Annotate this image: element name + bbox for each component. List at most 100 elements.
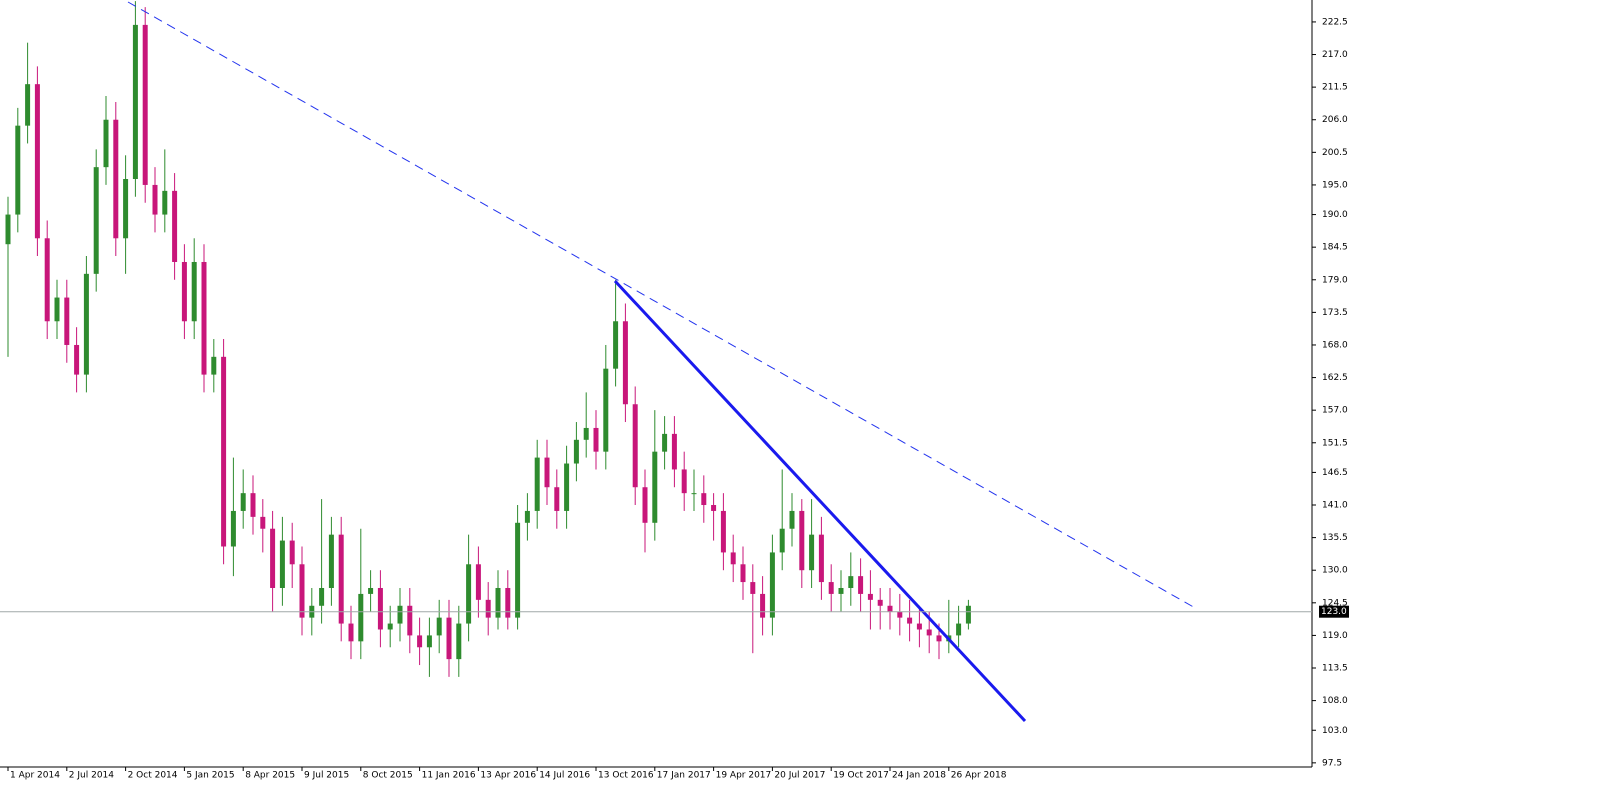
y-tick-label: 200.5: [1322, 148, 1348, 158]
candle-body: [162, 190, 168, 215]
candle-body: [446, 617, 452, 660]
trend-line-dashed: [127, 1, 1198, 610]
candle-body: [299, 564, 305, 618]
x-tick-label: 8 Apr 2015: [245, 771, 295, 781]
candle-body: [230, 510, 236, 547]
candle-body: [181, 261, 187, 322]
candle-body: [289, 540, 295, 565]
candle-body: [926, 629, 932, 636]
y-tick-label: 168.0: [1322, 340, 1348, 350]
candle-body: [270, 528, 276, 588]
candle-body: [809, 534, 815, 571]
candle-body: [662, 433, 668, 452]
candle-body: [505, 587, 511, 618]
y-tick-label: 190.0: [1322, 210, 1348, 220]
candle-body: [828, 582, 834, 594]
candle-body: [858, 576, 864, 594]
candle-body: [368, 587, 374, 594]
y-tick-label: 211.5: [1322, 83, 1348, 93]
candle-body: [407, 605, 413, 636]
candle-body: [730, 552, 736, 565]
candle-body: [652, 451, 658, 523]
candle-body: [260, 516, 266, 529]
candle-body: [475, 564, 481, 600]
x-tick-label: 17 Jan 2017: [657, 771, 711, 781]
candle-body: [515, 522, 521, 618]
candle-body: [691, 493, 697, 495]
y-tick-label: 141.0: [1322, 501, 1348, 511]
y-tick-label: 124.5: [1322, 598, 1348, 608]
candle-body: [5, 214, 11, 245]
candle-body: [936, 635, 942, 642]
x-tick-label: 1 Apr 2014: [10, 771, 60, 781]
y-tick-label: 108.0: [1322, 696, 1348, 706]
x-tick-label: 19 Oct 2017: [833, 771, 889, 781]
candle-body: [456, 623, 462, 660]
x-tick-label: 13 Oct 2016: [598, 771, 654, 781]
candle-body: [54, 297, 60, 322]
candle-body: [417, 635, 423, 648]
candle-body: [211, 356, 217, 375]
candle-body: [201, 261, 207, 375]
candle-body: [750, 582, 756, 594]
candle-body: [426, 635, 432, 648]
candle-body: [544, 457, 550, 488]
candle-body: [848, 576, 854, 588]
candle-body: [907, 617, 913, 624]
candle-body: [172, 190, 178, 262]
y-tick-label: 146.5: [1322, 468, 1348, 478]
x-tick-label: 8 Oct 2015: [363, 771, 413, 781]
candle-body: [720, 510, 726, 553]
candle-body: [573, 439, 579, 464]
candles: [5, 1, 971, 677]
candle-body: [564, 463, 570, 511]
candle-body: [466, 564, 472, 624]
candle-body: [760, 593, 766, 618]
candle-body: [593, 427, 599, 452]
candle-body: [554, 487, 560, 511]
y-tick-label: 97.5: [1322, 758, 1342, 768]
candle-body: [338, 534, 344, 624]
candle-body: [103, 119, 109, 168]
candle-body: [132, 24, 138, 180]
candle-body: [916, 623, 922, 630]
x-tick-label: 26 Apr 2018: [951, 771, 1007, 781]
candle-body: [603, 368, 609, 452]
candle-body: [240, 493, 246, 511]
x-tick-label: 14 Jul 2016: [539, 771, 590, 781]
candle-body: [83, 273, 89, 375]
candle-body: [25, 84, 31, 126]
candle-body: [965, 605, 971, 624]
y-tick-label: 157.0: [1322, 406, 1348, 416]
candle-body: [681, 469, 687, 494]
candle-body: [279, 540, 285, 588]
y-tick-label: 130.0: [1322, 566, 1348, 576]
candle-body: [328, 534, 334, 588]
candle-body: [838, 587, 844, 594]
candle-body: [485, 599, 491, 618]
y-tick-label: 103.0: [1322, 726, 1348, 736]
x-tick-label: 5 Jan 2015: [186, 771, 234, 781]
candle-body: [113, 119, 119, 239]
price-label-box: [1319, 605, 1349, 618]
candle-body: [387, 623, 393, 630]
candle-body: [64, 297, 70, 345]
candle-body: [779, 528, 785, 553]
candle-body: [789, 510, 795, 529]
y-tick-label: 162.5: [1322, 373, 1348, 383]
x-tick-label: 9 Jul 2015: [304, 771, 349, 781]
candle-body: [867, 593, 873, 600]
candle-body: [44, 238, 50, 322]
y-tick-label: 195.0: [1322, 180, 1348, 190]
candle-body: [358, 593, 364, 642]
candle-body: [397, 605, 403, 624]
y-tick-label: 217.0: [1322, 50, 1348, 60]
x-tick-label: 20 Jul 2017: [774, 771, 825, 781]
y-tick-label: 173.5: [1322, 308, 1348, 318]
y-tick-label: 206.0: [1322, 115, 1348, 125]
y-tick-label: 135.5: [1322, 533, 1348, 543]
candle-body: [34, 84, 40, 239]
x-tick-label: 2 Oct 2014: [128, 771, 178, 781]
